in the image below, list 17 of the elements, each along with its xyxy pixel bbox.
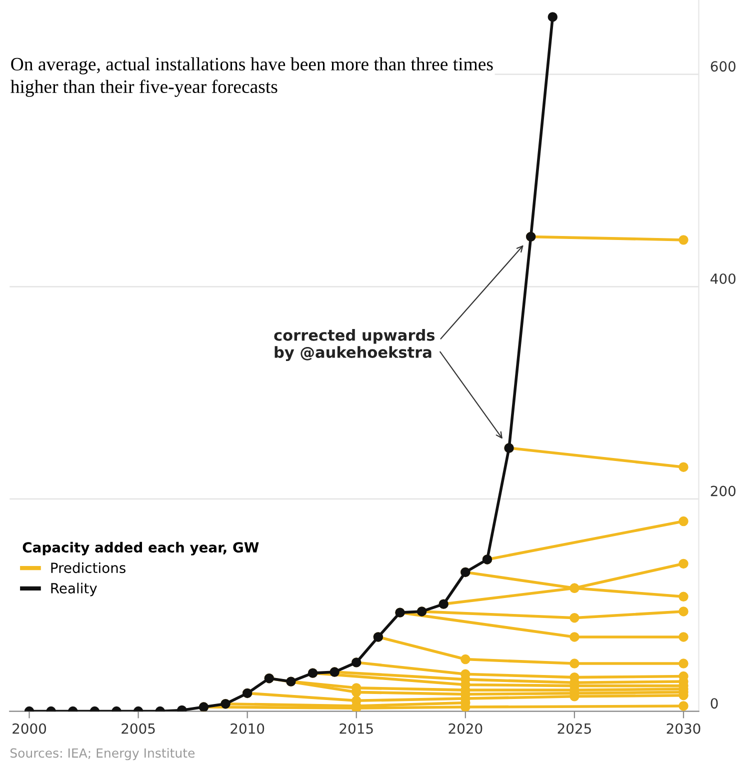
y-tick-label: 0 — [710, 698, 718, 709]
y-tick-label: 600 — [710, 61, 736, 72]
x-tick-label: 2005 — [122, 723, 155, 734]
source-note: Sources: IEA; Energy Institute — [10, 748, 195, 760]
legend-title: Capacity added each year, GW — [22, 542, 259, 556]
x-tick-label: 2010 — [230, 723, 264, 734]
y-tick-label: 200 — [710, 486, 736, 496]
x-tick-label: 2030 — [666, 723, 700, 734]
x-tick-label: 2025 — [558, 723, 591, 734]
x-tick-label: 2015 — [340, 723, 373, 734]
x-tick-label: 2000 — [12, 723, 46, 734]
legend-label: Predictions — [51, 562, 126, 574]
y-tick-label: 400 — [710, 273, 736, 284]
annotation: corrected upwards by @aukehoekstra — [274, 329, 435, 362]
x-tick-label: 2020 — [448, 723, 482, 734]
legend-label: Reality — [51, 582, 97, 596]
text: On average, actual installations have been more than three times higher than their five-year forecasts — [10, 57, 493, 97]
